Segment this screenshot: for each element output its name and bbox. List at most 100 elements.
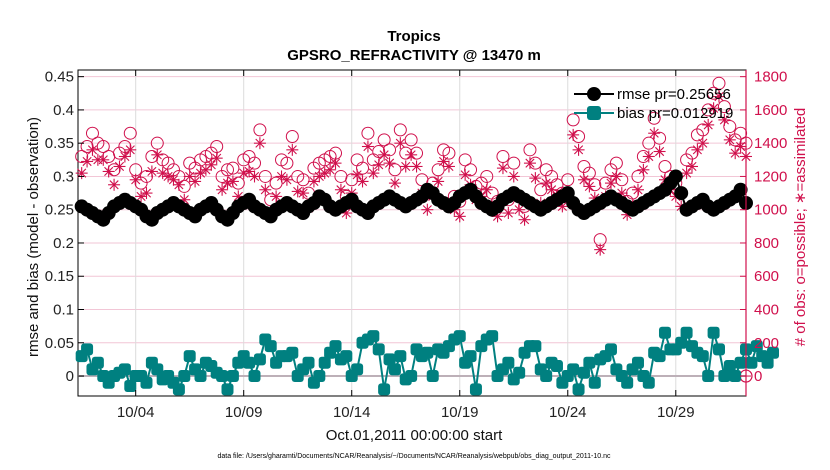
obs-possible-point	[361, 126, 375, 140]
obs-possible-point	[177, 179, 191, 193]
obs-assimilated-point	[270, 190, 283, 203]
bias-point	[340, 350, 353, 363]
bias-point	[216, 370, 229, 383]
obs-assimilated-point	[356, 175, 369, 188]
bias-point	[302, 356, 315, 369]
obs-assimilated-point	[583, 180, 596, 193]
bias-point	[318, 356, 331, 369]
obs-assimilated-point	[313, 170, 326, 183]
obs-assimilated-point	[540, 177, 553, 190]
bias-point	[383, 353, 396, 366]
y-tick-label: 0	[66, 368, 74, 385]
obs-possible-point	[75, 149, 89, 163]
x-axis-label: Oct.01,2011 00:00:00 start	[326, 427, 503, 444]
obs-possible-point	[615, 173, 629, 187]
obs-assimilated-point	[421, 203, 434, 216]
obs-assimilated-point	[523, 157, 536, 170]
obs-possible-point	[356, 161, 370, 175]
obs-assimilated-point	[653, 145, 666, 158]
obs-assimilated-point	[216, 183, 229, 196]
obs-assimilated-point	[205, 158, 218, 171]
obs-assimilated-point	[334, 183, 347, 196]
obs-possible-point	[242, 149, 256, 163]
legend-rmse-marker	[587, 87, 601, 101]
obs-assimilated-point	[259, 183, 272, 196]
rmse-series	[74, 169, 753, 227]
obs-assimilated-point	[637, 163, 650, 176]
obs-possible-point	[572, 130, 586, 144]
bias-point	[567, 363, 580, 376]
x-tick-label: 10/24	[549, 404, 587, 421]
bias-point	[631, 356, 644, 369]
bias-series	[75, 326, 780, 396]
obs-assimilated-point	[712, 90, 725, 103]
obs-assimilated-point	[459, 168, 472, 181]
obs-assimilated-point	[102, 165, 115, 178]
obs-assimilated-point	[97, 153, 110, 166]
bias-point	[194, 370, 207, 383]
obs-assimilated-point	[108, 178, 121, 191]
bias-point	[367, 330, 380, 343]
x-tick-label: 10/04	[117, 404, 155, 421]
y-tick-label: 0.05	[45, 335, 74, 352]
rmse-point	[674, 186, 689, 201]
obs-possible-point	[582, 166, 596, 180]
y-tick-label: 0.1	[53, 302, 74, 319]
bias-point	[329, 340, 342, 353]
bias-point	[394, 350, 407, 363]
bias-point	[529, 340, 542, 353]
obs-possible-point	[253, 123, 267, 137]
bias-point	[469, 383, 482, 396]
obs-assimilated-point	[361, 140, 374, 153]
chart-title: Tropics	[387, 28, 440, 45]
obs-assimilated-point	[707, 102, 720, 115]
obs-assimilated-point	[75, 167, 88, 180]
obs-assimilated-point	[502, 207, 515, 220]
obs-assimilated-point	[140, 187, 153, 200]
obs-assimilated-point	[280, 173, 293, 186]
obs-possible-point	[388, 163, 402, 177]
bias-point	[264, 340, 277, 353]
obs-assimilated-point	[388, 177, 401, 190]
bias-point	[621, 376, 634, 389]
y-tick-label: 0.45	[45, 69, 74, 86]
obs-possible-point	[215, 169, 229, 183]
bias-point	[388, 363, 401, 376]
obs-assimilated-point	[496, 162, 509, 175]
bias-point	[502, 356, 515, 369]
y2-tick-label: 1800	[754, 69, 787, 86]
obs-possible-point	[161, 156, 175, 170]
obs-possible-point	[96, 140, 110, 154]
y-tick-label: 0.25	[45, 202, 74, 219]
y2-tick-label: 200	[754, 335, 779, 352]
rmse-point	[668, 169, 683, 184]
obs-assimilated-point	[604, 177, 617, 190]
obs-assimilated-point	[594, 243, 607, 256]
obs-assimilated-point	[529, 172, 542, 185]
obs-assimilated-point	[685, 160, 698, 173]
bias-point	[550, 360, 563, 373]
bias-point	[572, 383, 585, 396]
obs-possible-point	[717, 100, 731, 114]
bias-point	[172, 383, 185, 396]
obs-possible-point	[707, 86, 721, 100]
bias-point	[151, 363, 164, 376]
bias-point	[583, 356, 596, 369]
obs-possible-point	[221, 163, 235, 177]
obs-assimilated-point	[383, 157, 396, 170]
obs-assimilated-point	[518, 213, 531, 226]
bias-point	[243, 356, 256, 369]
obs-assimilated-point	[329, 157, 342, 170]
y2-tick-label: 1200	[754, 168, 787, 185]
bias-point	[464, 350, 477, 363]
chart-subtitle: GPSRO_REFRACTIVITY @ 13470 m	[287, 47, 541, 64]
bias-point	[313, 370, 326, 383]
obs-assimilated-point	[226, 175, 239, 188]
obs-possible-point	[642, 136, 656, 150]
bias-point	[675, 336, 688, 349]
bias-point	[378, 383, 391, 396]
obs-possible-point	[458, 153, 472, 167]
obs-possible-point	[107, 163, 121, 177]
bias-point	[642, 376, 655, 389]
obs-possible-point	[226, 161, 240, 175]
